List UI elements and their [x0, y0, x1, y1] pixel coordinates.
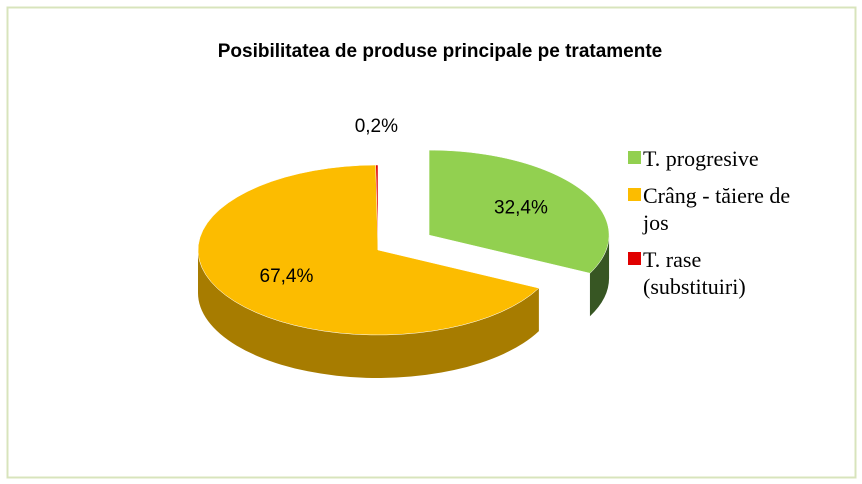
data-label: 0,2%: [355, 116, 398, 137]
chart-border: [6, 6, 857, 479]
legend-swatch: [628, 252, 641, 265]
slice: [428, 149, 610, 274]
data-label: 67,4%: [260, 266, 314, 287]
legend-label: T. progresive: [643, 146, 759, 171]
slice: [375, 164, 379, 251]
slice: [197, 164, 540, 336]
legend-swatch: [628, 151, 641, 164]
data-label: 32,4%: [494, 197, 548, 218]
legend-label: T. rase (substituiri): [643, 247, 746, 299]
legend-item: Crâng - tăiere de jos: [628, 182, 793, 236]
slice-side: [589, 235, 610, 317]
slice-side: [198, 250, 539, 378]
legend: T. progresive Crâng - tăiere de jos T. ras…: [628, 145, 793, 310]
legend-item: T. progresive: [628, 145, 793, 172]
legend-swatch: [628, 188, 641, 201]
legend-item: T. rase (substituiri): [628, 246, 793, 300]
legend-label: Crâng - tăiere de jos: [643, 183, 791, 235]
chart-title: Posibilitatea de produse principale pe t…: [218, 41, 663, 62]
